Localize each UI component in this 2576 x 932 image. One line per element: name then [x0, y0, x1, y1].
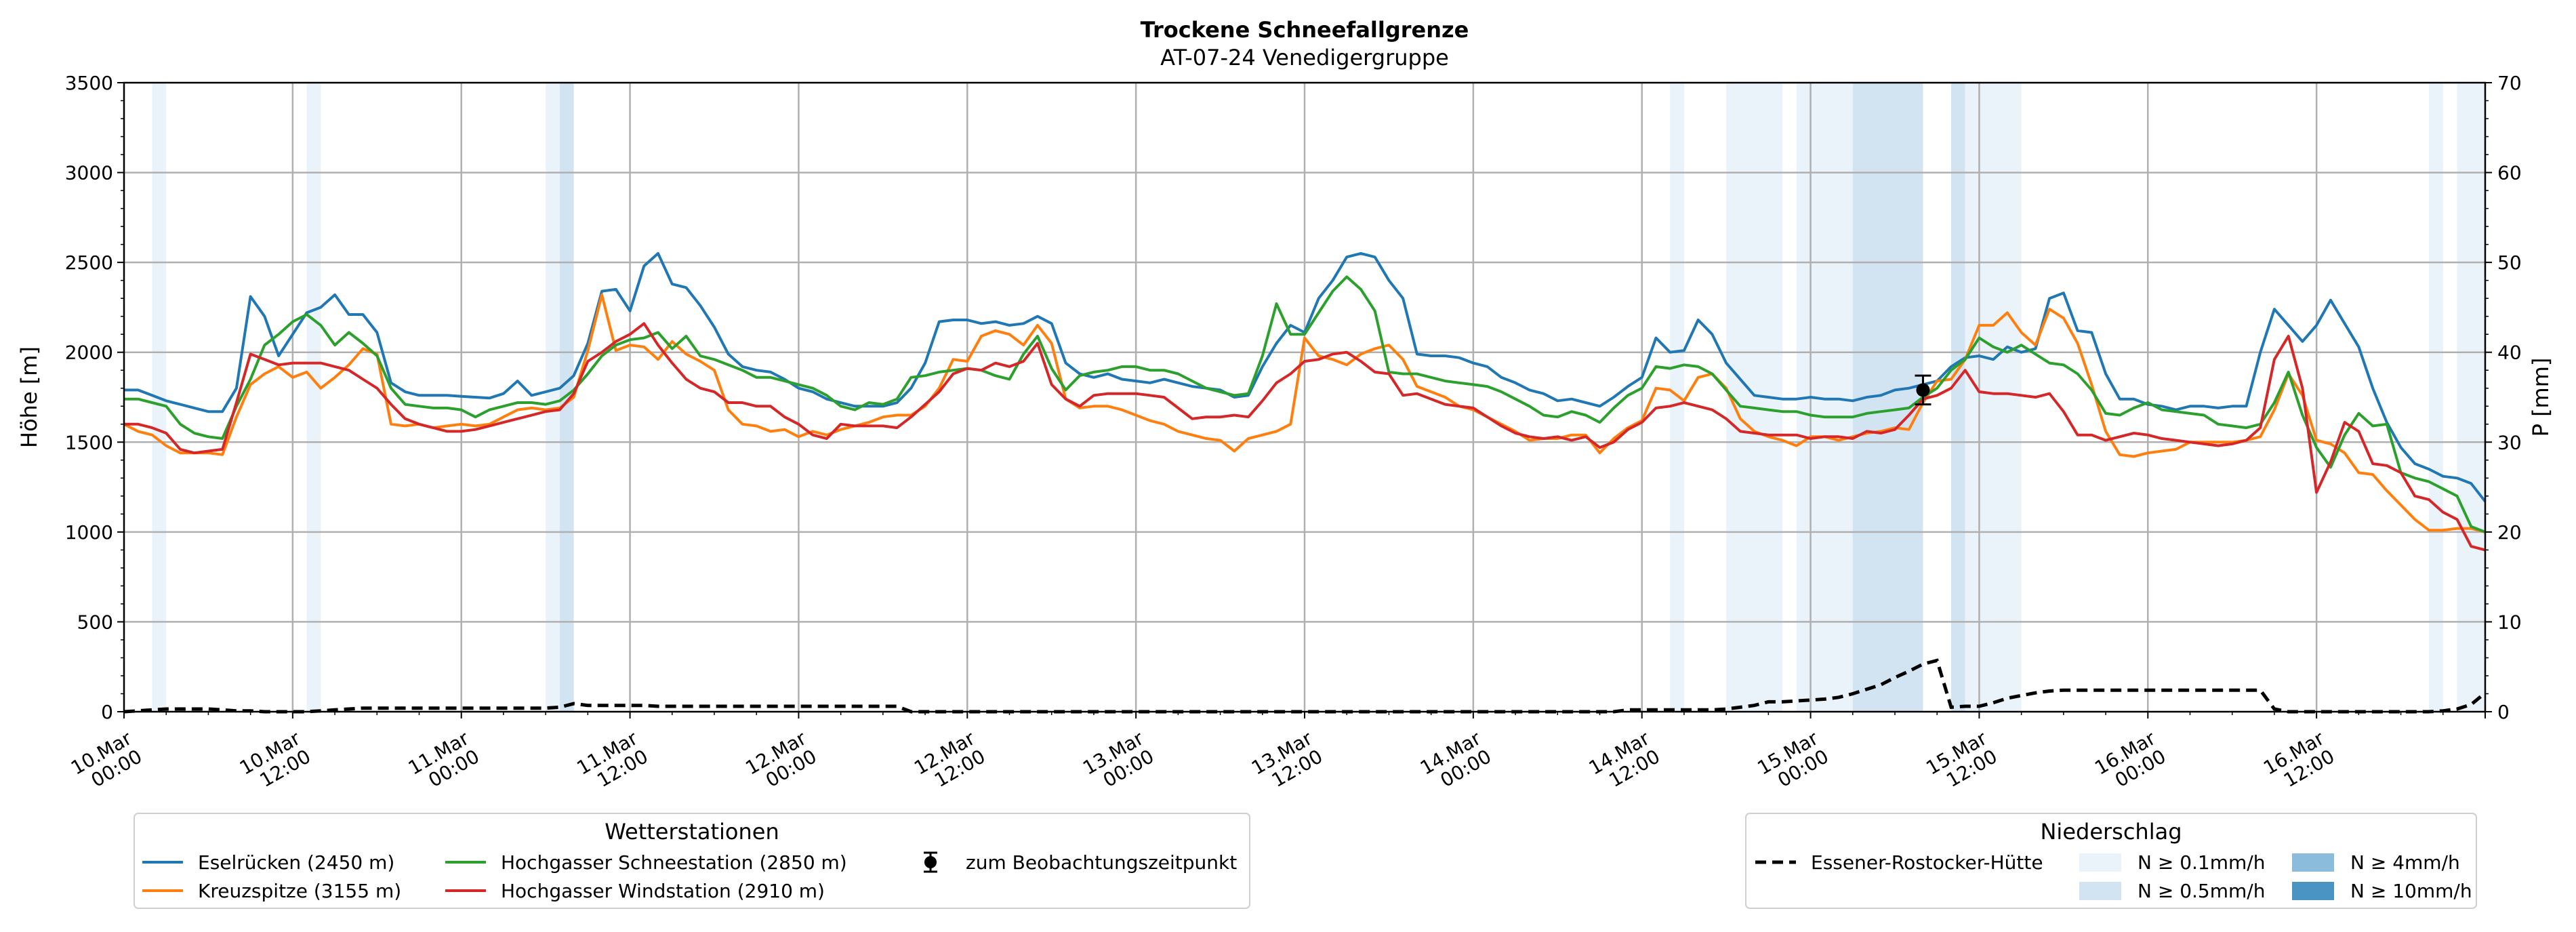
- xtick-label-6: 13.Mar00:00: [1079, 727, 1158, 797]
- y2-axis-label: P [mm]: [2528, 358, 2554, 437]
- legend-swatch-patch-2: [2079, 882, 2121, 900]
- chart-title: Trockene Schneefallgrenze: [1141, 17, 1469, 43]
- precip-band-11: [2457, 83, 2485, 712]
- legend-swatch-patch-4: [2292, 882, 2334, 900]
- precipitation-series: [123, 658, 2487, 714]
- legend-precip: Niederschlag Essener-Rostocker-Hütte N ≥ …: [1745, 813, 2477, 909]
- precip-band-8: [1950, 83, 1965, 712]
- obs-point: [1916, 383, 1930, 397]
- xtick-label-9: 14.Mar12:00: [1585, 727, 1664, 797]
- legend-swatch-patch-1: [2079, 853, 2121, 872]
- y2tick-label-0: 0: [2497, 701, 2510, 723]
- precip-line: [123, 658, 2487, 714]
- legend-label-4: zum Beobachtungszeitpunkt: [966, 851, 1237, 874]
- legend-precip-title: Niederschlag: [2040, 819, 2182, 845]
- series-line-1: [123, 293, 2486, 533]
- y2tick-label-4: 40: [2497, 342, 2522, 364]
- ytick-label-7: 3500: [65, 72, 113, 94]
- y-axis-left: 0 500 1000 1500 2000 2500 3000 3500: [65, 72, 124, 723]
- y2tick-label-2: 20: [2497, 521, 2522, 544]
- x-axis: 10.Mar00:00 10.Mar12:00 11.Mar00:00 11.Mar1…: [67, 712, 2486, 797]
- precip-band-1: [306, 83, 321, 712]
- xtick-label-10: 15.Mar00:00: [1754, 727, 1833, 797]
- legend-swatch-point: [924, 856, 937, 868]
- legend-stations: Wetterstationen Eselrücken (2450 m) Kreuz…: [134, 813, 1250, 909]
- legend-precip-items: Essener-Rostocker-Hütte N ≥ 0.1mm/h N ≥ 0.…: [1755, 851, 2472, 902]
- legend-stations-items: Eselrücken (2450 m) Kreuzspitze (3155 m) H…: [142, 851, 1237, 902]
- ytick-label-4: 2000: [65, 342, 113, 364]
- series-line-2: [124, 275, 2486, 533]
- ytick-label-2: 1000: [65, 521, 113, 544]
- precip-band-2: [546, 83, 560, 712]
- y2tick-label-5: 50: [2497, 251, 2522, 274]
- xtick-label-7: 13.Mar12:00: [1248, 727, 1327, 797]
- grid-lines: [124, 83, 2485, 712]
- y-axis-label: Höhe [m]: [16, 346, 42, 448]
- xtick-label-1: 10.Mar12:00: [236, 727, 315, 797]
- xtick-label-2: 11.Mar00:00: [405, 727, 484, 797]
- precip-band-10: [2429, 83, 2443, 712]
- ytick-label-3: 1500: [65, 431, 113, 453]
- xtick-label-3: 11.Mar12:00: [573, 727, 653, 797]
- y2tick-label-3: 30: [2497, 431, 2522, 453]
- legend-label-0: Essener-Rostocker-Hütte: [1811, 851, 2043, 874]
- ytick-label-5: 2500: [65, 251, 113, 274]
- series-line-3: [124, 322, 2486, 552]
- y2tick-label-6: 60: [2497, 162, 2522, 184]
- xtick-label-12: 16.Mar00:00: [2091, 727, 2170, 797]
- y2tick-label-1: 10: [2497, 611, 2522, 633]
- xtick-label-8: 14.Mar00:00: [1416, 727, 1496, 797]
- xtick-label-4: 12.Mar00:00: [741, 727, 821, 797]
- y2tick-label-7: 70: [2497, 72, 2522, 94]
- precip-band-9: [1965, 83, 2022, 712]
- legend-label-2: Hochgasser Schneestation (2850 m): [501, 851, 847, 874]
- legend-swatch-patch-3: [2292, 853, 2334, 872]
- ytick-label-0: 0: [101, 701, 113, 723]
- xtick-label-5: 12.Mar12:00: [910, 727, 989, 797]
- legend-stations-title: Wetterstationen: [605, 819, 779, 845]
- legend-label-2: N ≥ 0.5mm/h: [2138, 880, 2265, 902]
- chart-subtitle: AT-07-24 Venedigergruppe: [1160, 45, 1449, 70]
- legend-label-4: N ≥ 10mm/h: [2350, 880, 2472, 902]
- precip-band-3: [559, 83, 574, 712]
- station-series: [123, 251, 2487, 552]
- observation-marker: [1915, 374, 1931, 406]
- xtick-label-11: 15.Mar12:00: [1922, 727, 2001, 797]
- legend-label-1: Kreuzspitze (3155 m): [198, 880, 401, 902]
- precip-band-4: [1670, 83, 1684, 712]
- legend-label-0: Eselrücken (2450 m): [198, 851, 394, 874]
- y-axis-right: 0 10 20 30 40 50 60 70: [2485, 72, 2522, 723]
- legend-stations-frame: [134, 813, 1250, 909]
- legend-label-3: N ≥ 4mm/h: [2350, 851, 2460, 874]
- xtick-label-0: 10.Mar00:00: [67, 727, 146, 797]
- precipitation-bands: [152, 83, 2485, 712]
- legend-label-1: N ≥ 0.1mm/h: [2138, 851, 2265, 874]
- xtick-label-13: 16.Mar12:00: [2260, 727, 2339, 797]
- legend-label-3: Hochgasser Windstation (2910 m): [501, 880, 825, 902]
- ytick-label-6: 3000: [65, 162, 113, 184]
- ytick-label-1: 500: [77, 611, 113, 633]
